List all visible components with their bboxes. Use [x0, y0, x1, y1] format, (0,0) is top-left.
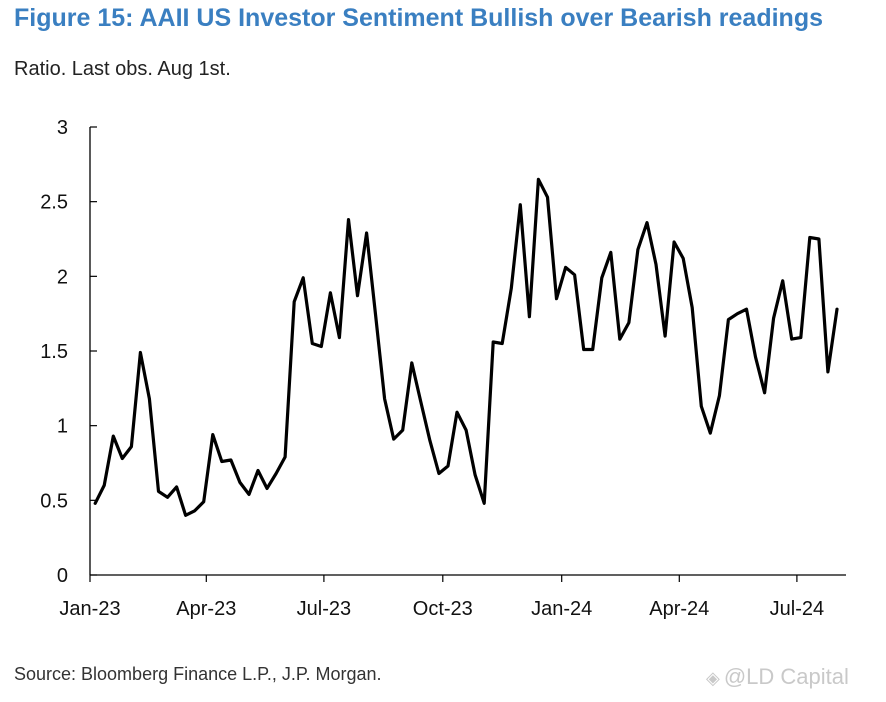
x-tick-label: Jul-23 — [297, 598, 351, 620]
chart-title: Figure 15: AAII US Investor Sentiment Bu… — [14, 4, 823, 32]
y-tick-label: 0.5 — [40, 490, 68, 512]
y-tick-label: 2 — [57, 266, 68, 288]
y-axis-ticks: 0 0.5 1 1.5 2 2.5 3 — [40, 117, 97, 587]
y-tick-label: 1 — [57, 416, 68, 438]
chart-axes — [89, 127, 846, 576]
y-tick-label: 2.5 — [40, 192, 68, 214]
y-tick-label: 0 — [57, 565, 68, 587]
series-line — [93, 177, 839, 517]
y-tick-label: 3 — [57, 117, 68, 139]
x-tick-label: Apr-23 — [176, 598, 236, 620]
watermark-text: @LD Capital — [723, 664, 849, 689]
x-tick-label: Oct-23 — [413, 598, 473, 620]
diamond-logo-icon: ◈ — [706, 668, 720, 688]
x-axis-ticks: Jan-23 Apr-23 Jul-23 Oct-23 Jan-24 Apr-24 Jul-… — [59, 575, 824, 620]
series-group — [93, 177, 839, 517]
y-tick-label: 1.5 — [40, 341, 68, 363]
x-tick-label: Apr-24 — [649, 598, 709, 620]
watermark: ◈ @LD Capital — [706, 664, 849, 690]
x-tick-label: Jan-23 — [59, 598, 120, 620]
x-tick-label: Jul-24 — [770, 598, 824, 620]
x-tick-label: Jan-24 — [531, 598, 592, 620]
source-note: Source: Bloomberg Finance L.P., J.P. Mor… — [14, 664, 382, 684]
chart-subtitle: Ratio. Last obs. Aug 1st. — [14, 58, 231, 80]
